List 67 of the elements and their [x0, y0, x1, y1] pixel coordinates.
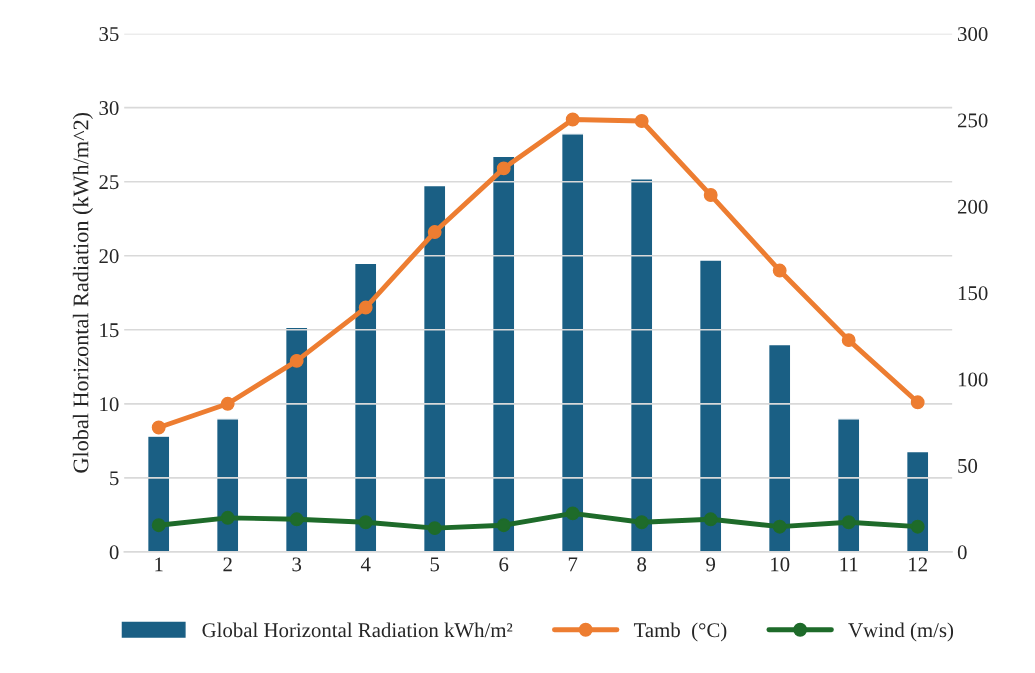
point	[151, 518, 166, 533]
y2-tick-label: 50	[958, 458, 978, 473]
bar	[146, 435, 171, 552]
y-tick-label: 30	[99, 101, 119, 116]
bar	[560, 133, 585, 552]
point	[358, 300, 373, 315]
bar	[215, 418, 240, 552]
bar	[353, 262, 378, 552]
y2-tick-label: 250	[957, 113, 988, 128]
x-tick-label: 11	[840, 557, 858, 572]
x-tick-label: 9	[706, 557, 716, 572]
point	[841, 515, 856, 530]
legend-label: Tamb (°C)	[633, 622, 727, 642]
point	[151, 420, 166, 435]
point	[220, 510, 235, 525]
point	[220, 396, 235, 411]
point	[772, 263, 787, 278]
bar	[836, 418, 861, 552]
point	[841, 333, 856, 348]
x-tick-label: 3	[292, 557, 302, 572]
point	[289, 512, 304, 527]
point	[772, 519, 787, 534]
y-tick-label: 0	[109, 545, 119, 560]
bar	[767, 343, 792, 552]
point	[703, 512, 718, 527]
point	[910, 519, 925, 534]
y2-tick-label: 0	[957, 545, 967, 560]
x-tick-label: 7	[568, 557, 578, 572]
bar	[284, 326, 309, 552]
x-tick-label: 6	[499, 557, 509, 572]
x-tick-label: 5	[430, 557, 440, 572]
point	[358, 515, 373, 530]
point	[496, 161, 511, 176]
point	[427, 225, 442, 239]
legend-label: Vwind (m/s)	[848, 622, 954, 642]
bar	[422, 184, 447, 552]
x-tick-label: 8	[637, 557, 647, 572]
x-tick-label: 2	[223, 557, 232, 572]
y-tick-label: 35	[99, 27, 119, 42]
bar	[629, 178, 654, 552]
y-tick-label: 25	[99, 175, 119, 190]
y2-tick-label: 200	[957, 199, 988, 214]
point	[910, 395, 925, 410]
point	[634, 114, 649, 128]
y-tick-label: 5	[110, 471, 119, 486]
y-tick-label: 20	[99, 249, 119, 264]
legend-label: Global Horizontal Radiation kWh/m²	[202, 622, 513, 638]
point	[289, 353, 304, 368]
bar	[698, 259, 723, 552]
x-tick-label: 10	[771, 557, 790, 572]
y-tick-label: 15	[100, 323, 119, 338]
x-tick-label: 1	[155, 557, 163, 572]
y-tick-label: 10	[100, 397, 119, 412]
x-tick-label: 12	[909, 557, 927, 572]
y2-tick-label: 150	[958, 286, 988, 301]
bar	[491, 155, 516, 552]
point	[703, 188, 718, 202]
y2-tick-label: 300	[958, 27, 988, 42]
bar	[905, 450, 930, 552]
point	[634, 515, 649, 530]
point	[427, 521, 442, 536]
y-axis-title: Global Horizontal Radiation (kWh/m^2)	[72, 112, 93, 473]
y2-tick-label: 100	[958, 372, 988, 387]
x-tick-label: 4	[360, 557, 371, 572]
point	[565, 506, 580, 521]
point	[496, 518, 511, 533]
point	[565, 112, 580, 127]
